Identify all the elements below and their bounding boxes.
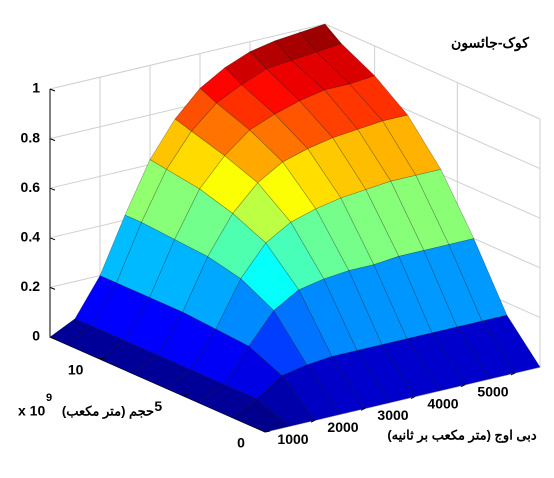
surface-patch [232,182,292,244]
surface-patch [365,180,425,257]
y-axis-label: حجم (متر مکعب) [62,403,154,419]
x-axis-label: دبی اوج (متر مکعب بر ثانیه) [387,427,537,443]
surface-patch [357,120,417,182]
surface-patch [332,129,392,190]
x-tick [510,372,516,376]
x-tick [460,384,466,388]
x-tick-label: 2000 [327,419,358,435]
x-tick-label: 3000 [377,407,408,423]
chart-title: کوک-جائسون [451,35,529,52]
surface-patch [216,84,276,131]
z-tick-label: 0.2 [21,278,41,294]
x-tick [410,396,416,399]
y-tick-label: 10 [68,362,84,378]
z-tick-label: 0.8 [21,129,41,145]
z-tick [49,237,56,241]
x-tick [360,407,366,411]
x-tick-label: 5000 [477,384,508,400]
surface-patch [240,242,300,312]
z-tick-label: 0.4 [21,229,41,245]
y-tick-label: 0 [237,435,245,451]
surface-patch [241,68,301,115]
x-tick [310,419,316,423]
surface-patch [224,129,284,184]
z-tick [49,336,56,340]
y-multiplier: x 10 [18,403,45,419]
x-tick-label: 1000 [277,431,308,447]
surface-patch [132,354,192,389]
y-tick [99,357,105,360]
surface-patch [231,398,291,433]
surface-patch [224,51,267,86]
y-tick [182,393,188,396]
z-tick-label: 0.6 [21,179,41,195]
y-tick [264,430,271,433]
surface [49,23,541,433]
surface-patch [249,40,293,70]
y-multiplier-exponent: 9 [46,392,52,404]
y-tick-label: 5 [154,398,162,414]
z-tick-label: 0 [32,328,40,344]
surface-patch [274,32,318,61]
z-tick [49,88,56,92]
x-tick-label: 4000 [427,395,458,411]
z-tick [49,138,56,142]
z-tick [49,187,56,191]
z-tick-label: 1 [32,80,40,96]
z-tick [49,286,56,290]
surface-patch [74,275,117,327]
